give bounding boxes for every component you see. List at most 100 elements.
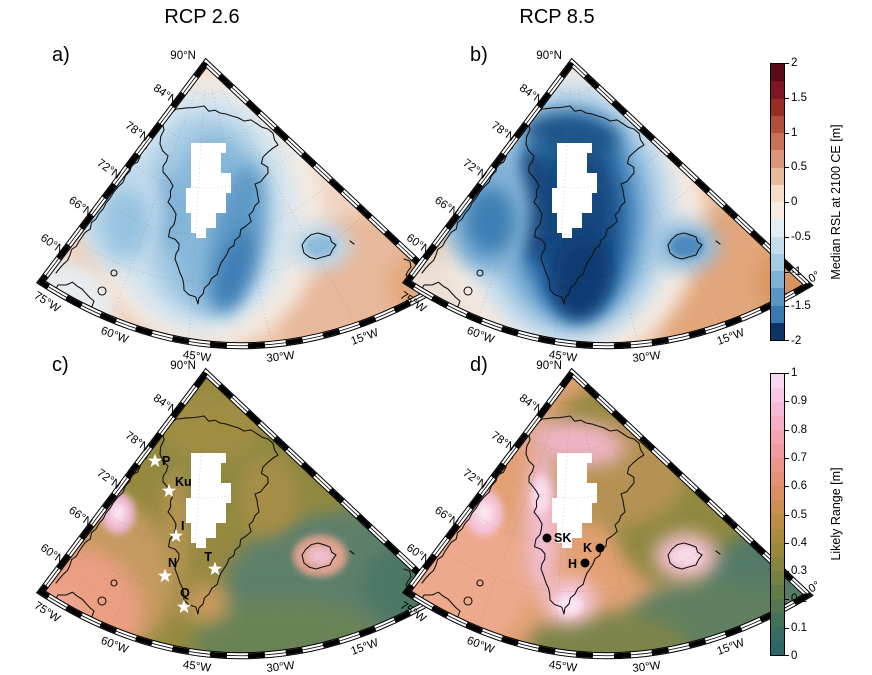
colorbar-tick-label: 0 (791, 196, 798, 208)
coastline-iceland (301, 232, 337, 260)
lon-tick-label: 75°W (398, 290, 428, 315)
lon-tick-label: 60°W (465, 325, 496, 346)
coastline-greenland (523, 415, 645, 615)
colorbar-segment (771, 305, 784, 323)
coastline-greenland (523, 105, 645, 305)
lon-tick-label: 15°W (715, 637, 746, 658)
colorbar-tick-label: 1 (791, 367, 798, 379)
field-blob (88, 75, 324, 346)
lat-tick-label: 60°N (38, 542, 66, 567)
colorbar-tick-label: 0.4 (791, 536, 807, 549)
colorbar-tick-mark (785, 97, 789, 99)
colorbar-tick-mark (785, 236, 789, 238)
panel-label-c: c) (52, 354, 69, 376)
colorbar-segment (771, 167, 784, 185)
colorbar-likely-range-label: Likely Range [m] (829, 467, 843, 561)
field-blob (167, 135, 261, 311)
coastline-iceland (667, 542, 703, 570)
site-label-N: N (168, 556, 177, 570)
coastline-uk (403, 568, 421, 606)
colorbar-tick-label: 1.5 (791, 91, 807, 104)
field-blob (655, 533, 717, 579)
lat-tick-label-90n: 90°N (170, 360, 196, 372)
colorbar-tick-mark (785, 457, 789, 459)
lat-tick-label: 84°N (517, 82, 545, 107)
site-marker-star-Q (176, 599, 192, 614)
field-blob (524, 114, 620, 156)
field-blob (41, 545, 142, 656)
field-blob (612, 437, 768, 593)
colorbar-tick-mark (785, 340, 789, 341)
field-blob (671, 546, 701, 566)
coastline-baffin-island (47, 281, 95, 317)
column-title-rcp85: RCP 8.5 (519, 6, 595, 28)
field-blob (80, 157, 164, 269)
coastline-iceland (667, 232, 703, 260)
field-blob (653, 221, 719, 271)
colorbar-segment (771, 570, 784, 585)
field-blob (41, 591, 84, 651)
lon-tick-label: 45°W (182, 659, 212, 675)
site-marker-dot-H (580, 558, 590, 568)
graticule (74, 84, 366, 341)
coastline-labrador (451, 314, 513, 340)
lat-tick-label: 66°N (66, 505, 94, 530)
colorbar-segment (771, 640, 784, 655)
field-blob (208, 164, 264, 306)
lon-tick-label: 30°W (632, 350, 662, 365)
colorbar-segment (771, 98, 784, 116)
coastline-canada-arctic (55, 130, 157, 274)
lat-tick-label: 72°N (461, 467, 489, 492)
coastline-canada-arctic (421, 130, 523, 274)
colorbar-segment (771, 402, 784, 417)
field-blob (532, 476, 550, 514)
site-label-SK: SK (554, 531, 571, 545)
colorbar-median-rsl-label: Median RSL at 2100 CE [m] (829, 124, 843, 280)
field-blob (293, 535, 347, 577)
field-blob (527, 125, 627, 313)
field-blob (556, 594, 582, 616)
colorbar-segment (771, 542, 784, 557)
field-blob (101, 492, 135, 534)
site-label-I: I (181, 519, 184, 533)
panel-label-a: a) (52, 44, 70, 66)
colorbar-segment (771, 253, 784, 271)
lon-tick-label: 60°W (99, 325, 130, 346)
field-blob (525, 451, 559, 595)
field-blob (407, 506, 532, 650)
field-base (41, 373, 442, 656)
coastline-greenland (157, 415, 279, 615)
colorbar-tick-label: 1 (791, 126, 798, 139)
field-blob (475, 503, 493, 523)
coastline-small-island (476, 579, 484, 587)
lat-tick-label: 78°N (123, 430, 151, 455)
colorbar-tick-label: -2 (791, 335, 802, 347)
colorbar-tick-mark (785, 132, 789, 134)
field-blob (525, 612, 689, 656)
lon-tick-label: 45°W (548, 349, 578, 365)
colorbar-likely-range (770, 373, 785, 656)
colorbar-tick-mark (785, 271, 789, 273)
lat-tick-label: 72°N (95, 467, 123, 492)
field-blob (488, 101, 656, 329)
lon-tick-label: 60°W (465, 635, 496, 656)
colorbar-segment (771, 598, 784, 613)
map-border (401, 57, 814, 350)
field-blob (41, 258, 118, 346)
field-blob (304, 235, 336, 257)
field-blob (159, 392, 263, 464)
lon-tick-label: 0° (441, 269, 457, 285)
colorbar-segment (771, 416, 784, 431)
field-blob (165, 467, 187, 583)
site-marker-dot-SK (542, 533, 552, 543)
field-blob (363, 539, 442, 631)
field-blob (464, 81, 676, 345)
coastline-baffin-island (413, 281, 461, 317)
colorbar-segment (771, 626, 784, 641)
colorbar-segment (771, 64, 784, 82)
colorbar-segment (771, 133, 784, 151)
colorbar-tick-label: -1.5 (791, 300, 811, 313)
graticule (74, 394, 366, 651)
